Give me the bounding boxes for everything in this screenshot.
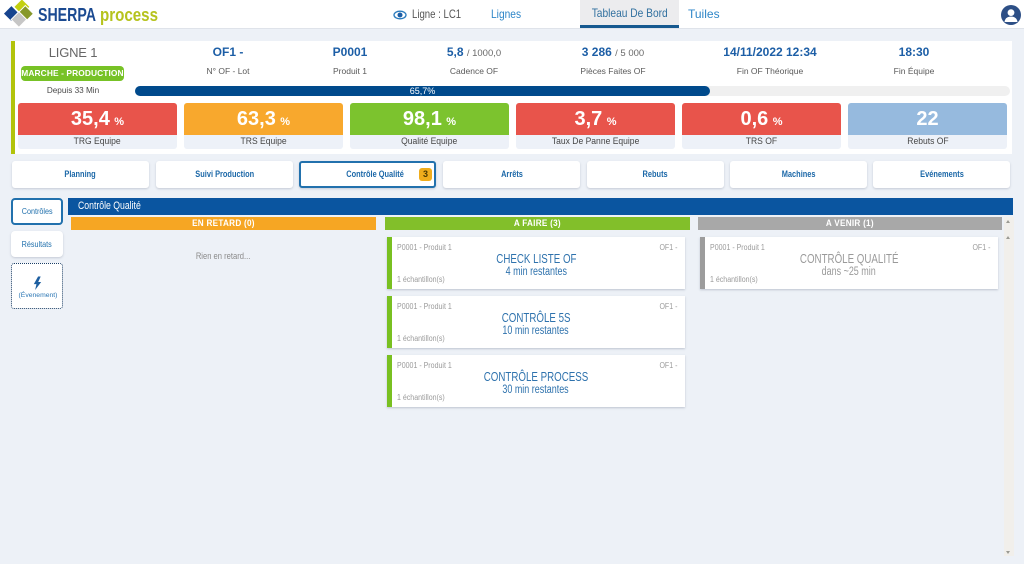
svg-text:process: process: [100, 5, 158, 25]
svg-text:SHERPA: SHERPA: [38, 5, 96, 25]
